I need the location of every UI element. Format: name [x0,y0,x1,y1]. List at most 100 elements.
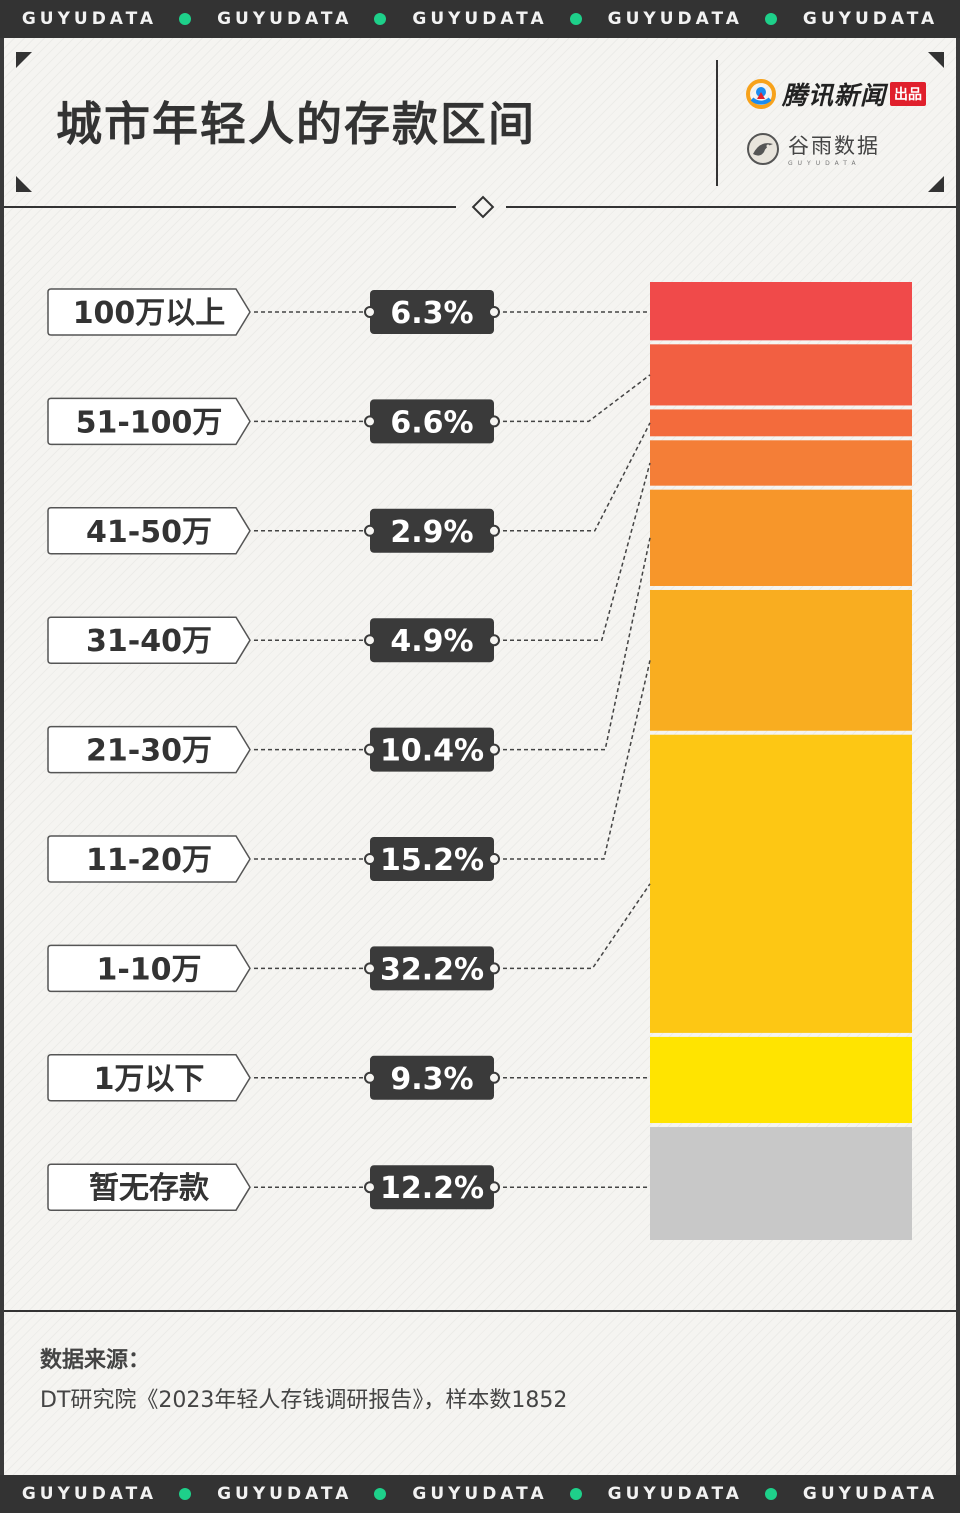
connector-dot [488,743,500,756]
header-rule-left [4,206,456,208]
band-text: GUYUDATA [412,9,548,29]
band-segment: GUYUDATA [22,1484,217,1504]
connector-line [496,883,651,970]
footer-divider [4,1310,956,1312]
value-box [370,290,494,334]
value-box [370,837,494,881]
connector-dot [364,306,376,318]
category-pill [47,835,251,883]
corner-mark-bottom-left [16,176,32,192]
connector-dot [488,962,500,975]
band-dot-icon [374,1488,387,1500]
bar-segment [650,282,912,341]
header-rule-right [506,206,956,208]
category-label: 31-40万 [86,624,212,659]
connector-line [496,462,651,641]
band-dot-icon [764,1488,777,1500]
value-label: 10.4% [380,734,484,769]
connector-dot [364,1181,376,1194]
value-label: 6.6% [390,405,473,440]
bar-segment [650,1036,912,1124]
source-label: 数据来源： [40,1348,151,1373]
category-pill [47,1163,251,1211]
connector-dot [488,415,500,428]
value-box [370,946,494,991]
infographic-card: 城市年轻人的存款区间 腾讯新闻 出品 谷雨数据 GUYUDATA [4,38,956,1475]
connector-dot [364,853,376,865]
band-dot-icon [569,13,582,25]
bar-segment [650,589,912,731]
corner-mark-top-right [928,52,944,68]
connector-line [496,537,651,751]
connector-dot [488,524,500,537]
band-text: GUYUDATA [607,1484,743,1504]
connector-line [496,422,651,532]
header: 城市年轻人的存款区间 腾讯新闻 出品 谷雨数据 GUYUDATA [4,38,956,206]
category-label: 51-100万 [76,405,223,440]
bird-icon [747,132,779,165]
category-pill [47,288,251,336]
band-text: GUYUDATA [802,1484,939,1504]
bar-segment [650,1127,912,1240]
bar-segment [650,440,912,486]
band-segment: GUYUDATA [412,9,607,29]
connector-dot [488,1071,500,1084]
band-segment: GUYUDATA [803,9,938,29]
value-label: 2.9% [390,515,473,550]
connector-dot [364,1071,376,1084]
band-text: GUYUDATA [802,9,939,29]
band-segment: GUYUDATA [217,9,412,29]
connector-dot [364,743,376,756]
value-box [370,618,494,663]
value-label: 6.3% [390,296,473,331]
value-box [370,508,494,553]
band-segment: GUYUDATA [22,9,217,29]
category-label: 1-10万 [96,952,201,987]
corner-mark-top-left [16,52,32,68]
band-text: GUYUDATA [607,9,743,29]
tencent-news-tag: 出品 [890,82,927,106]
top-brand-band: GUYUDATA GUYUDATA GUYUDATA GUYUDATA GUYUDATA [0,0,960,38]
tencent-news-logo: 腾讯新闻 出品 [746,76,927,112]
bar-segment [650,344,912,406]
connector-dot [488,306,500,318]
source-text: DT研究院《2023年轻人存钱调研报告》，样本数1852 [40,1388,568,1413]
category-label: 暂无存款 [89,1171,210,1206]
category-pill [47,507,251,555]
value-box [370,727,494,772]
guyu-data-logo: 谷雨数据 GUYUDATA [746,130,880,167]
band-dot-icon [764,13,777,25]
band-text: GUYUDATA [21,9,158,29]
band-dot-icon [374,13,387,25]
category-pill [47,397,251,446]
guyu-data-wordmark: 谷雨数据 [788,134,880,158]
connector-dot [364,962,376,975]
connector-dot [364,415,376,428]
band-segment: GUYUDATA [412,1484,607,1504]
category-label: 1万以下 [94,1062,205,1097]
bar-segment [650,734,912,1033]
band-segment: GUYUDATA [608,1484,803,1504]
value-box [370,1055,494,1100]
band-segment: GUYUDATA [803,1484,938,1504]
corner-mark-bottom-right [928,176,944,192]
stacked-bar-chart: 100万以上 6.3% 51-100万 6.6% 41-50万 2.9% 31-40万 4.9… [47,282,912,1240]
value-box [370,1165,494,1210]
band-text: GUYUDATA [21,1484,158,1504]
bar-segment [650,409,912,437]
tencent-news-icon [746,79,776,109]
connector-line [496,660,651,860]
connector-line [496,374,651,423]
value-label: 15.2% [380,843,484,878]
category-pill [47,944,251,993]
page-title: 城市年轻人的存款区间 [56,97,536,151]
value-label: 9.3% [390,1062,473,1097]
value-label: 12.2% [380,1171,484,1206]
category-pill [47,725,251,774]
value-box [370,399,494,444]
connector-dot [364,634,376,647]
value-label: 32.2% [380,952,484,987]
category-label: 21-30万 [86,734,212,769]
header-divider [716,60,718,186]
connector-dot [364,524,376,537]
